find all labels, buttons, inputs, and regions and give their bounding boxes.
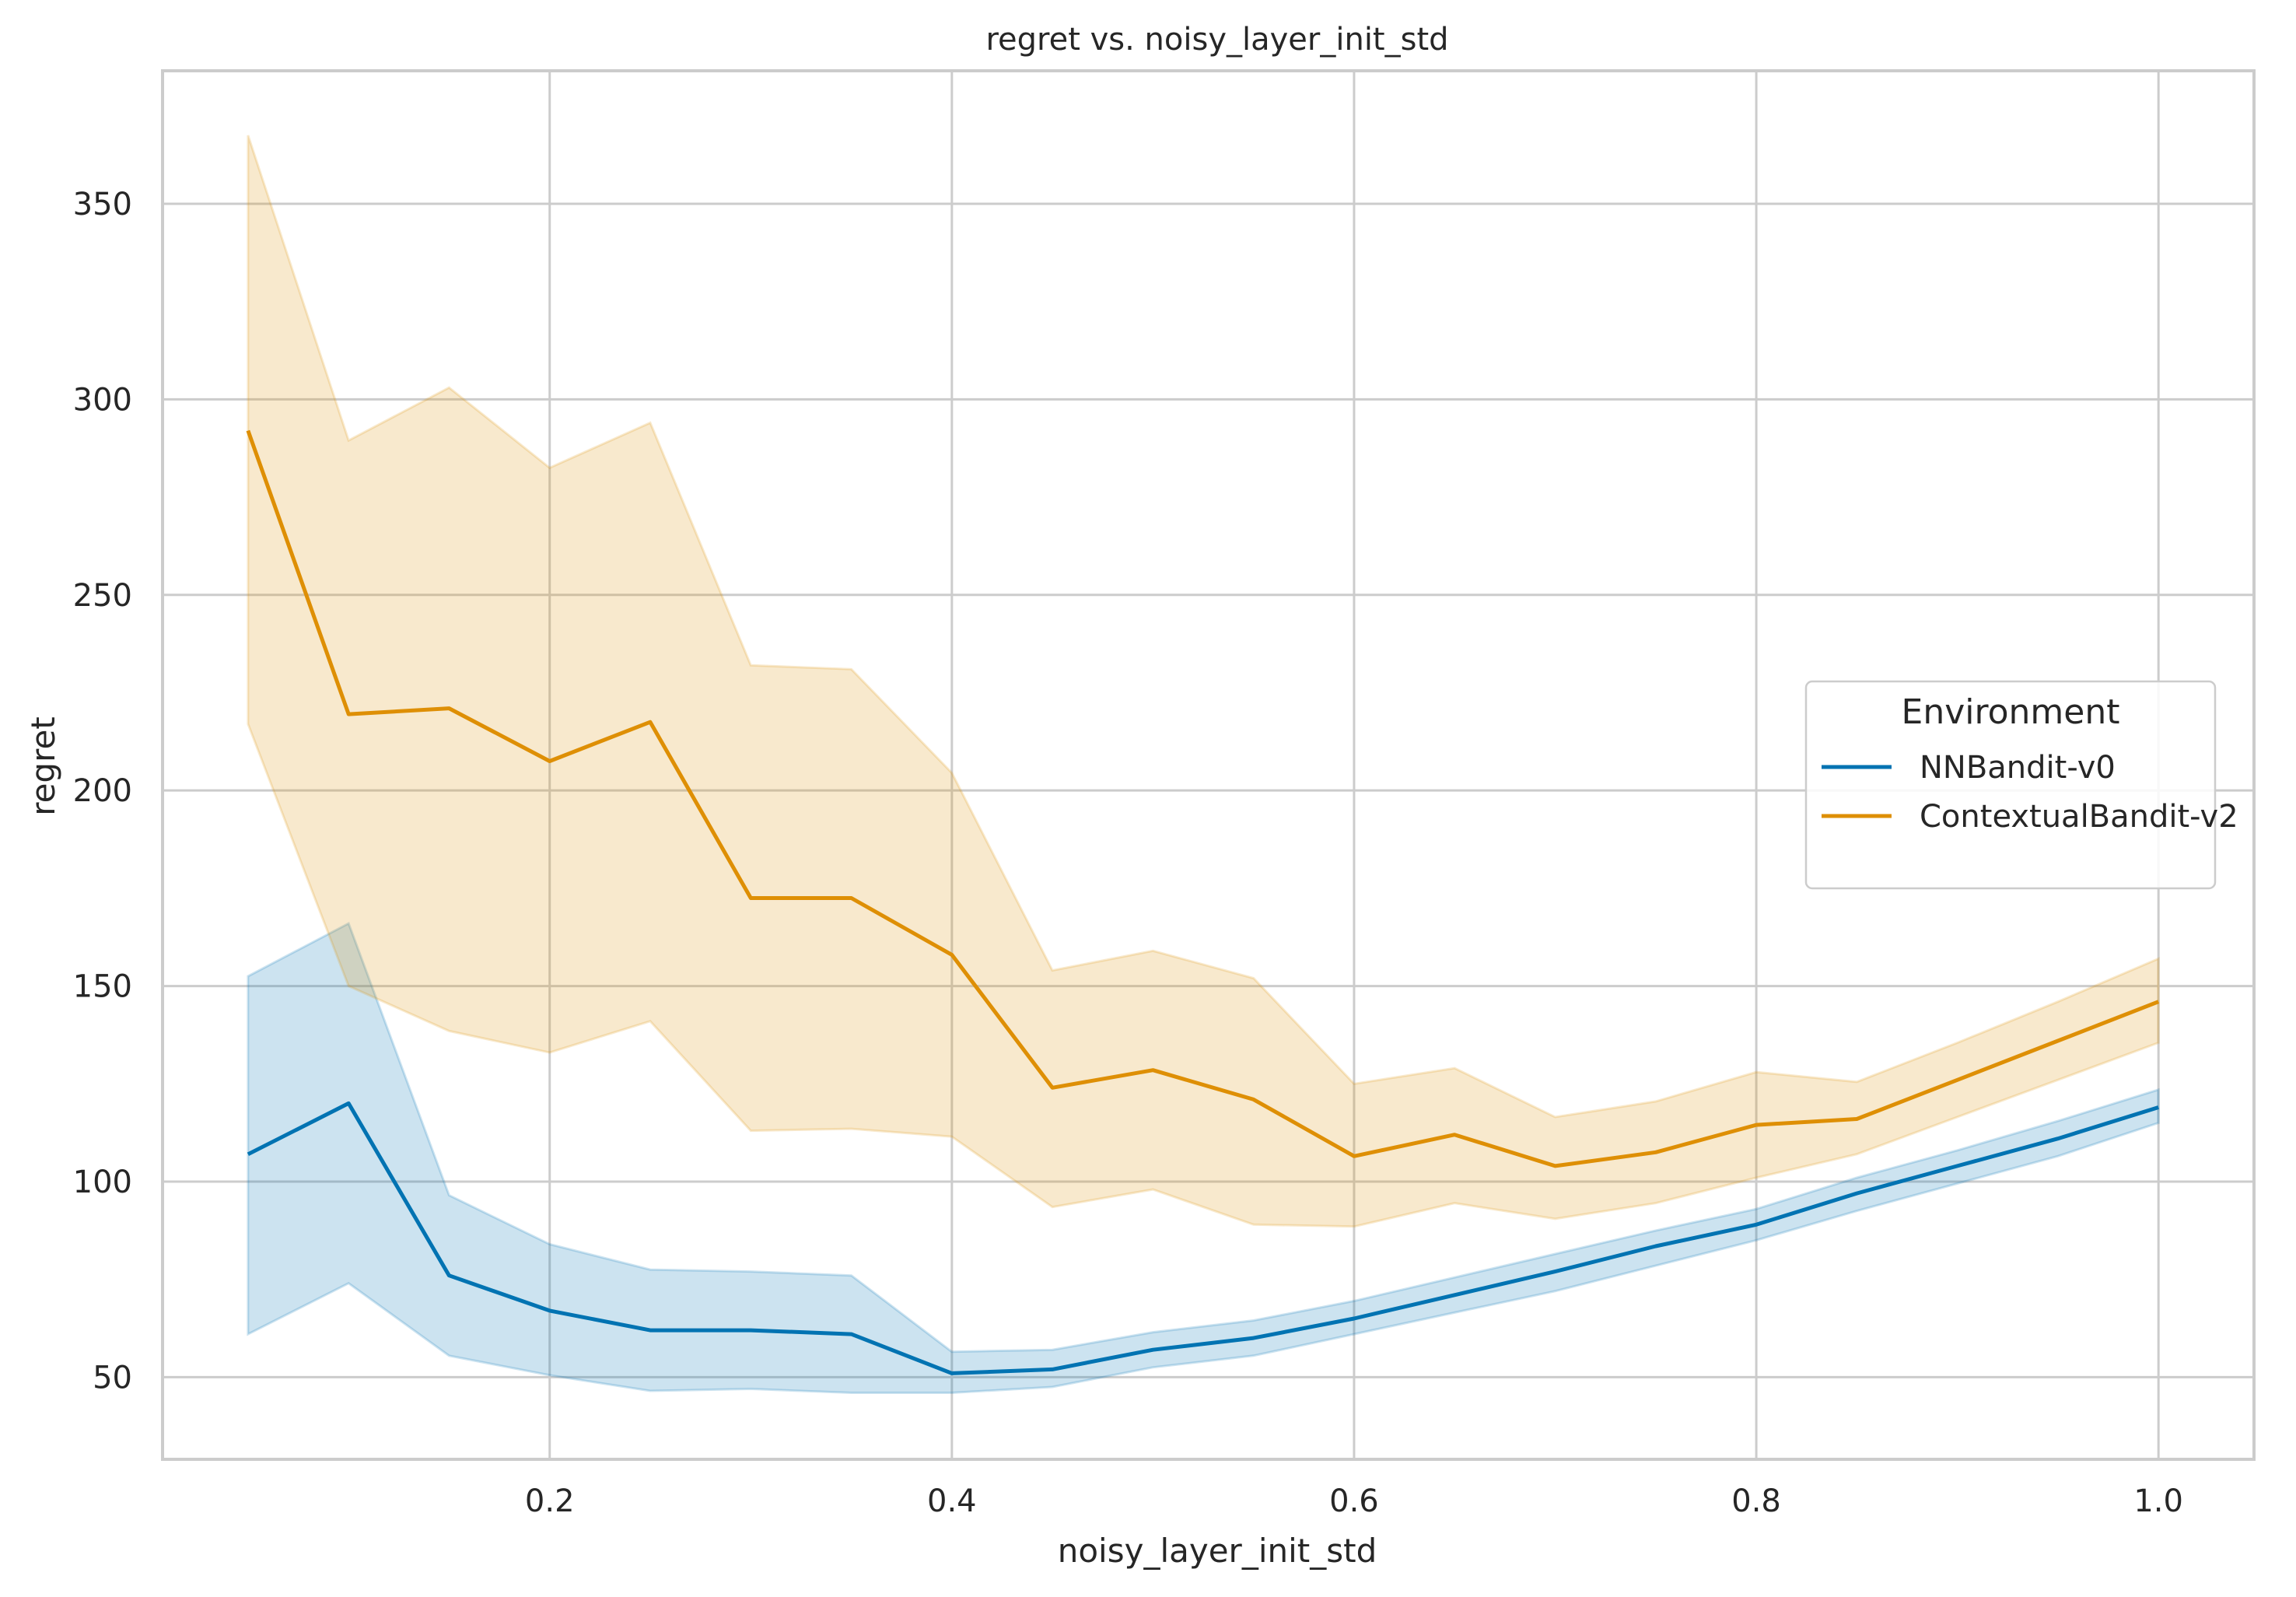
plot-frame bbox=[161, 69, 2256, 1461]
legend-label-contextualbandit: ContextualBandit-v2 bbox=[1920, 799, 2238, 835]
y-tick-label: 250 bbox=[73, 578, 132, 614]
x-axis-label: noisy_layer_init_std bbox=[1058, 1532, 1377, 1570]
x-tick-label: 0.6 bbox=[1329, 1483, 1379, 1519]
y-tick-label: 100 bbox=[73, 1164, 132, 1200]
ci-band-nnbandit bbox=[247, 921, 2160, 1394]
confidence-bands bbox=[247, 135, 2160, 1394]
x-tick-label: 0.8 bbox=[1731, 1483, 1781, 1519]
x-tick-label: 0.2 bbox=[525, 1483, 575, 1519]
y-tick-label: 350 bbox=[73, 187, 132, 222]
legend-box bbox=[1804, 680, 2217, 890]
x-tick-label: 0.4 bbox=[927, 1483, 977, 1519]
x-tick-label: 1.0 bbox=[2133, 1483, 2183, 1519]
series-line-contextualbandit bbox=[246, 429, 2160, 1168]
y-tick-label: 150 bbox=[73, 969, 132, 1005]
chart-title: regret vs. noisy_layer_init_std bbox=[985, 22, 1448, 58]
y-tick-label: 200 bbox=[73, 773, 132, 809]
series-line-nnbandit bbox=[247, 1101, 2159, 1375]
legend-label-nnbandit: NNBandit-v0 bbox=[1920, 750, 2116, 786]
x-axis-ticks: 0.2 0.4 0.6 0.8 1.0 bbox=[525, 1483, 2183, 1519]
y-tick-label: 50 bbox=[93, 1360, 132, 1396]
legend-title: Environment bbox=[1902, 692, 2120, 732]
series-lines bbox=[246, 429, 2160, 1375]
ci-band-contextualbandit bbox=[247, 135, 2160, 1228]
y-axis-label: regret bbox=[24, 716, 62, 816]
grid bbox=[163, 71, 2254, 1459]
y-axis-ticks: 50 100 150 200 250 300 350 bbox=[73, 187, 132, 1396]
y-tick-label: 300 bbox=[73, 382, 132, 418]
legend: Environment NNBandit-v0 ContextualBandit… bbox=[1804, 680, 2238, 890]
